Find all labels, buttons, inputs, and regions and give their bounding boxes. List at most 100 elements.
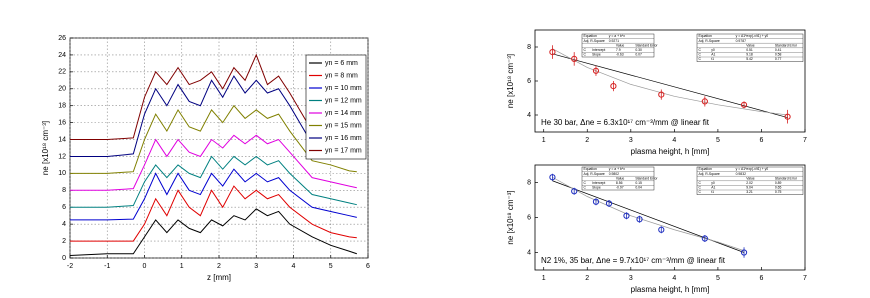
table-cell: Slope <box>592 53 601 57</box>
data-line <box>70 104 357 174</box>
y-tick-label: 12 <box>58 153 66 160</box>
legend-label: yn = 8 mm <box>325 72 358 79</box>
annotation: N2 1%, 35 bar, Δne = 9.7x10¹⁷ cm⁻³/mm @ … <box>541 256 726 265</box>
x-tick-label: -1 <box>104 263 110 270</box>
table-cell: 8.56 <box>616 181 623 185</box>
table-cell: y = a + b*x <box>609 34 626 38</box>
table-cell: 9.18 <box>746 53 753 57</box>
table-cell: 5.42 <box>746 57 753 61</box>
table-cell: -0.97 <box>616 186 624 190</box>
x-tick-label: 4 <box>672 275 676 282</box>
table-cell: C <box>584 48 587 52</box>
x-tick-label: 3 <box>629 137 633 144</box>
data-point <box>623 212 630 219</box>
table-cell: 0.41 <box>775 48 782 52</box>
y-tick-label: 16 <box>58 119 66 126</box>
y-tick-label: 4 <box>527 249 531 256</box>
data-point <box>571 188 578 195</box>
annotation: He 30 bar, Δne = 6.3x10¹⁷ cm⁻³/mm @ line… <box>541 118 710 127</box>
table-cell: C <box>699 48 702 52</box>
table-cell: C <box>584 186 587 190</box>
table-cell: 2.02 <box>746 181 753 185</box>
table-cell: t1 <box>711 57 714 61</box>
table-cell: 0.77 <box>775 57 782 61</box>
table-cell: 3.21 <box>746 190 753 194</box>
y-tick-label: 2 <box>62 238 66 245</box>
x-tick-label: -2 <box>67 263 73 270</box>
table-cell: C <box>584 53 587 57</box>
x-tick-label: 7 <box>803 137 807 144</box>
data-point <box>549 174 556 181</box>
table-cell: C <box>699 190 702 194</box>
table-cell: -0.63 <box>616 53 624 57</box>
table-cell: C <box>699 57 702 61</box>
table-cell: 0.04 <box>635 186 642 190</box>
data-line <box>70 185 357 242</box>
table-cell: C <box>699 53 702 57</box>
table-cell: A1 <box>711 186 715 190</box>
x-axis-label: plasma height, h [mm] <box>631 147 710 156</box>
y-tick-label: 18 <box>58 103 66 110</box>
x-tick-label: 5 <box>716 275 720 282</box>
table-cell: C <box>699 181 702 185</box>
table-cell: y = A1*exp(-x/t1) + y0 <box>736 34 769 38</box>
table-cell: y = A1*exp(-x/t1) + y0 <box>736 167 769 171</box>
legend-box <box>305 54 367 160</box>
table-cell: 7.9 <box>616 48 621 52</box>
x-tick-label: 2 <box>585 275 589 282</box>
table-cell: 0.89 <box>775 181 782 185</box>
data-point <box>740 249 748 256</box>
legend-label: yn = 14 mm <box>325 110 362 117</box>
table-cell: Equation <box>584 34 597 38</box>
table-cell: Value <box>616 43 625 47</box>
table-cell: y = a + b*x <box>609 167 626 171</box>
x-tick-label: 3 <box>629 275 633 282</box>
table-cell: t1 <box>711 190 714 194</box>
x-tick-label: 1 <box>542 137 546 144</box>
y-tick-label: 8 <box>527 179 531 186</box>
legend-label: yn = 16 mm <box>325 135 362 142</box>
table-cell: Equation <box>699 167 712 171</box>
data-point <box>740 101 748 108</box>
table-cell: Slope <box>592 186 601 190</box>
data-point <box>592 198 600 205</box>
data-point <box>610 83 617 90</box>
data-point <box>605 200 613 207</box>
fit-line <box>552 176 745 252</box>
y-tick-label: 6 <box>527 214 531 221</box>
fit-table <box>581 166 655 191</box>
table-cell: Value <box>746 176 755 180</box>
table-cell: Adj. R-Square <box>699 39 720 43</box>
y-axis-label: ne [x10¹⁸ cm⁻³] <box>41 121 50 175</box>
data-point <box>701 235 708 242</box>
x-tick-label: 5 <box>329 263 333 270</box>
legend-label: yn = 6 mm <box>325 60 358 67</box>
y-axis-label: ne [x10¹⁸ cm⁻³] <box>506 190 515 244</box>
data-line <box>69 208 357 256</box>
data-line <box>70 53 357 141</box>
table-cell: 9.04 <box>746 186 753 190</box>
data-line <box>70 168 357 221</box>
table-cell: A1 <box>711 53 715 57</box>
data-point <box>636 216 643 223</box>
table-cell: y0 <box>711 48 715 52</box>
y-tick-label: 4 <box>62 221 66 228</box>
data-line <box>70 75 357 157</box>
table-cell: Adj. R-Square <box>584 172 605 176</box>
table-cell: Standard Error <box>775 43 798 47</box>
table-cell: 0.58 <box>775 53 782 57</box>
y-axis-label: ne [x10¹⁸ cm⁻³] <box>506 54 515 108</box>
table-cell: C <box>699 186 702 190</box>
legend-label: yn = 15 mm <box>325 122 362 129</box>
y-tick-label: 14 <box>58 136 66 143</box>
x-tick-label: 1 <box>180 263 184 270</box>
x-tick-label: 2 <box>585 137 589 144</box>
table-cell: C <box>584 181 587 185</box>
legend-label: yn = 17 mm <box>325 147 362 154</box>
x-tick-label: 5 <box>716 137 720 144</box>
table-cell: Adj. R-Square <box>699 172 720 176</box>
y-tick-label: 8 <box>527 44 531 51</box>
table-cell: Standard Error <box>775 176 798 180</box>
x-tick-label: 2 <box>217 263 221 270</box>
